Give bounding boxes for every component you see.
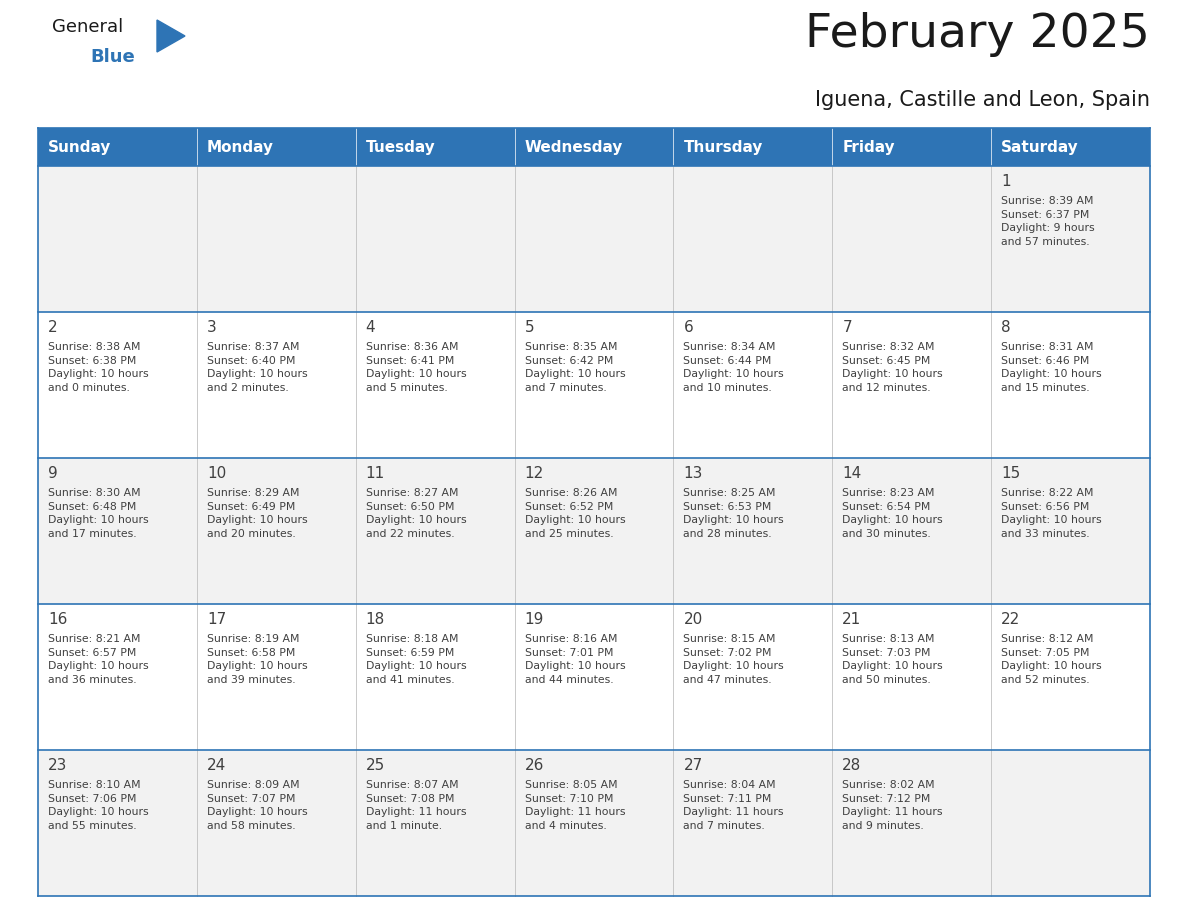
Text: 5: 5 bbox=[525, 320, 535, 335]
Text: 6: 6 bbox=[683, 320, 693, 335]
Text: Sunrise: 8:02 AM
Sunset: 7:12 PM
Daylight: 11 hours
and 9 minutes.: Sunrise: 8:02 AM Sunset: 7:12 PM Dayligh… bbox=[842, 780, 943, 831]
Text: Sunrise: 8:31 AM
Sunset: 6:46 PM
Daylight: 10 hours
and 15 minutes.: Sunrise: 8:31 AM Sunset: 6:46 PM Dayligh… bbox=[1001, 342, 1101, 393]
Text: Sunrise: 8:04 AM
Sunset: 7:11 PM
Daylight: 11 hours
and 7 minutes.: Sunrise: 8:04 AM Sunset: 7:11 PM Dayligh… bbox=[683, 780, 784, 831]
Text: 3: 3 bbox=[207, 320, 216, 335]
Text: Monday: Monday bbox=[207, 140, 274, 154]
Text: Sunrise: 8:29 AM
Sunset: 6:49 PM
Daylight: 10 hours
and 20 minutes.: Sunrise: 8:29 AM Sunset: 6:49 PM Dayligh… bbox=[207, 488, 308, 539]
Text: Sunrise: 8:12 AM
Sunset: 7:05 PM
Daylight: 10 hours
and 52 minutes.: Sunrise: 8:12 AM Sunset: 7:05 PM Dayligh… bbox=[1001, 634, 1101, 685]
Text: Thursday: Thursday bbox=[683, 140, 763, 154]
Text: 10: 10 bbox=[207, 466, 226, 481]
Bar bbox=[38, 128, 1150, 166]
Text: 11: 11 bbox=[366, 466, 385, 481]
Text: 27: 27 bbox=[683, 758, 702, 773]
Text: 24: 24 bbox=[207, 758, 226, 773]
Text: Sunrise: 8:16 AM
Sunset: 7:01 PM
Daylight: 10 hours
and 44 minutes.: Sunrise: 8:16 AM Sunset: 7:01 PM Dayligh… bbox=[525, 634, 625, 685]
Text: 28: 28 bbox=[842, 758, 861, 773]
Text: Sunrise: 8:19 AM
Sunset: 6:58 PM
Daylight: 10 hours
and 39 minutes.: Sunrise: 8:19 AM Sunset: 6:58 PM Dayligh… bbox=[207, 634, 308, 685]
Text: 4: 4 bbox=[366, 320, 375, 335]
Text: Sunrise: 8:21 AM
Sunset: 6:57 PM
Daylight: 10 hours
and 36 minutes.: Sunrise: 8:21 AM Sunset: 6:57 PM Dayligh… bbox=[48, 634, 148, 685]
Text: 13: 13 bbox=[683, 466, 703, 481]
Text: Sunday: Sunday bbox=[48, 140, 112, 154]
Text: Sunrise: 8:09 AM
Sunset: 7:07 PM
Daylight: 10 hours
and 58 minutes.: Sunrise: 8:09 AM Sunset: 7:07 PM Dayligh… bbox=[207, 780, 308, 831]
Text: 14: 14 bbox=[842, 466, 861, 481]
Text: General: General bbox=[52, 18, 124, 36]
Bar bbox=[38, 750, 1150, 896]
Text: Wednesday: Wednesday bbox=[525, 140, 623, 154]
Text: 21: 21 bbox=[842, 612, 861, 627]
Text: 7: 7 bbox=[842, 320, 852, 335]
Text: 2: 2 bbox=[48, 320, 58, 335]
Text: Iguena, Castille and Leon, Spain: Iguena, Castille and Leon, Spain bbox=[815, 90, 1150, 110]
Text: Sunrise: 8:18 AM
Sunset: 6:59 PM
Daylight: 10 hours
and 41 minutes.: Sunrise: 8:18 AM Sunset: 6:59 PM Dayligh… bbox=[366, 634, 467, 685]
Text: 16: 16 bbox=[48, 612, 68, 627]
Bar bbox=[38, 604, 1150, 750]
Bar bbox=[38, 312, 1150, 458]
Text: Sunrise: 8:34 AM
Sunset: 6:44 PM
Daylight: 10 hours
and 10 minutes.: Sunrise: 8:34 AM Sunset: 6:44 PM Dayligh… bbox=[683, 342, 784, 393]
Text: Sunrise: 8:38 AM
Sunset: 6:38 PM
Daylight: 10 hours
and 0 minutes.: Sunrise: 8:38 AM Sunset: 6:38 PM Dayligh… bbox=[48, 342, 148, 393]
Text: 15: 15 bbox=[1001, 466, 1020, 481]
Text: Sunrise: 8:22 AM
Sunset: 6:56 PM
Daylight: 10 hours
and 33 minutes.: Sunrise: 8:22 AM Sunset: 6:56 PM Dayligh… bbox=[1001, 488, 1101, 539]
Text: 19: 19 bbox=[525, 612, 544, 627]
Text: Friday: Friday bbox=[842, 140, 895, 154]
Text: 1: 1 bbox=[1001, 174, 1011, 189]
Text: February 2025: February 2025 bbox=[805, 12, 1150, 57]
Text: Sunrise: 8:13 AM
Sunset: 7:03 PM
Daylight: 10 hours
and 50 minutes.: Sunrise: 8:13 AM Sunset: 7:03 PM Dayligh… bbox=[842, 634, 943, 685]
Text: 22: 22 bbox=[1001, 612, 1020, 627]
Text: Sunrise: 8:35 AM
Sunset: 6:42 PM
Daylight: 10 hours
and 7 minutes.: Sunrise: 8:35 AM Sunset: 6:42 PM Dayligh… bbox=[525, 342, 625, 393]
Text: Sunrise: 8:36 AM
Sunset: 6:41 PM
Daylight: 10 hours
and 5 minutes.: Sunrise: 8:36 AM Sunset: 6:41 PM Dayligh… bbox=[366, 342, 467, 393]
Text: Sunrise: 8:39 AM
Sunset: 6:37 PM
Daylight: 9 hours
and 57 minutes.: Sunrise: 8:39 AM Sunset: 6:37 PM Dayligh… bbox=[1001, 196, 1095, 247]
Text: Sunrise: 8:32 AM
Sunset: 6:45 PM
Daylight: 10 hours
and 12 minutes.: Sunrise: 8:32 AM Sunset: 6:45 PM Dayligh… bbox=[842, 342, 943, 393]
Text: Sunrise: 8:30 AM
Sunset: 6:48 PM
Daylight: 10 hours
and 17 minutes.: Sunrise: 8:30 AM Sunset: 6:48 PM Dayligh… bbox=[48, 488, 148, 539]
Text: 12: 12 bbox=[525, 466, 544, 481]
Text: Sunrise: 8:37 AM
Sunset: 6:40 PM
Daylight: 10 hours
and 2 minutes.: Sunrise: 8:37 AM Sunset: 6:40 PM Dayligh… bbox=[207, 342, 308, 393]
Text: 8: 8 bbox=[1001, 320, 1011, 335]
Text: Sunrise: 8:25 AM
Sunset: 6:53 PM
Daylight: 10 hours
and 28 minutes.: Sunrise: 8:25 AM Sunset: 6:53 PM Dayligh… bbox=[683, 488, 784, 539]
Text: 9: 9 bbox=[48, 466, 58, 481]
Text: Sunrise: 8:23 AM
Sunset: 6:54 PM
Daylight: 10 hours
and 30 minutes.: Sunrise: 8:23 AM Sunset: 6:54 PM Dayligh… bbox=[842, 488, 943, 539]
Text: 26: 26 bbox=[525, 758, 544, 773]
Text: 17: 17 bbox=[207, 612, 226, 627]
Text: Saturday: Saturday bbox=[1001, 140, 1079, 154]
Text: Tuesday: Tuesday bbox=[366, 140, 436, 154]
Text: Sunrise: 8:27 AM
Sunset: 6:50 PM
Daylight: 10 hours
and 22 minutes.: Sunrise: 8:27 AM Sunset: 6:50 PM Dayligh… bbox=[366, 488, 467, 539]
Text: 20: 20 bbox=[683, 612, 702, 627]
Polygon shape bbox=[157, 20, 185, 52]
Text: Blue: Blue bbox=[90, 48, 134, 66]
Text: Sunrise: 8:07 AM
Sunset: 7:08 PM
Daylight: 11 hours
and 1 minute.: Sunrise: 8:07 AM Sunset: 7:08 PM Dayligh… bbox=[366, 780, 466, 831]
Bar bbox=[38, 166, 1150, 312]
Text: Sunrise: 8:15 AM
Sunset: 7:02 PM
Daylight: 10 hours
and 47 minutes.: Sunrise: 8:15 AM Sunset: 7:02 PM Dayligh… bbox=[683, 634, 784, 685]
Text: 18: 18 bbox=[366, 612, 385, 627]
Text: Sunrise: 8:10 AM
Sunset: 7:06 PM
Daylight: 10 hours
and 55 minutes.: Sunrise: 8:10 AM Sunset: 7:06 PM Dayligh… bbox=[48, 780, 148, 831]
Text: 25: 25 bbox=[366, 758, 385, 773]
Text: Sunrise: 8:26 AM
Sunset: 6:52 PM
Daylight: 10 hours
and 25 minutes.: Sunrise: 8:26 AM Sunset: 6:52 PM Dayligh… bbox=[525, 488, 625, 539]
Bar bbox=[38, 458, 1150, 604]
Text: 23: 23 bbox=[48, 758, 68, 773]
Text: Sunrise: 8:05 AM
Sunset: 7:10 PM
Daylight: 11 hours
and 4 minutes.: Sunrise: 8:05 AM Sunset: 7:10 PM Dayligh… bbox=[525, 780, 625, 831]
